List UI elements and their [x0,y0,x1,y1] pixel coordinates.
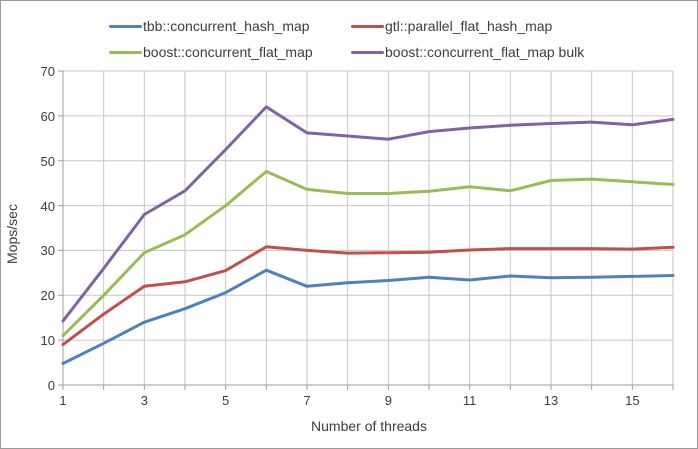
y-axis-title: Mops/sec [4,204,20,264]
legend-line-marker [351,50,384,54]
x-tick-label: 3 [140,393,148,408]
x-tick-label: 7 [303,393,311,408]
y-tick-label: 60 [40,108,55,124]
y-tick-label: 0 [47,378,55,393]
series-line-1 [61,245,675,347]
legend-item-tbb-concurrent-hash-map: tbb::concurrent_hash_map [109,18,310,34]
x-axis-title: Number of threads [311,418,427,434]
y-tick-label: 20 [40,288,55,304]
y-tick-label: 30 [40,243,55,259]
y-tick-label: 40 [40,198,55,214]
x-tick-label: 5 [222,393,230,408]
legend-label: boost::concurrent_flat_map [143,44,313,60]
legend-item-boost-concurrent-flat-map-bulk: boost::concurrent_flat_map bulk [351,44,584,60]
series-line-3 [61,105,675,323]
series-line-0 [61,268,675,365]
series-line-2 [61,170,675,338]
y-tick-label: 10 [40,333,55,349]
legend-label: tbb::concurrent_hash_map [143,18,310,34]
legend-line-marker [351,24,384,28]
legend-line-marker [109,50,142,54]
legend-item-gtl-parallel-flat-hash-map: gtl::parallel_flat_hash_map [351,18,552,34]
x-tick-label: 9 [384,393,392,408]
x-tick-label: 1 [59,393,67,408]
legend-line-marker [109,24,142,28]
x-tick-label: 13 [543,393,559,408]
x-tick-label: 15 [625,393,640,408]
x-tick-label: 11 [462,393,477,408]
legend-label: boost::concurrent_flat_map bulk [385,44,585,60]
y-tick-label: 50 [40,153,55,169]
legend-item-boost-concurrent-flat-map: boost::concurrent_flat_map [109,44,313,60]
y-tick-label: 70 [40,64,55,79]
legend-label: gtl::parallel_flat_hash_map [385,18,553,34]
